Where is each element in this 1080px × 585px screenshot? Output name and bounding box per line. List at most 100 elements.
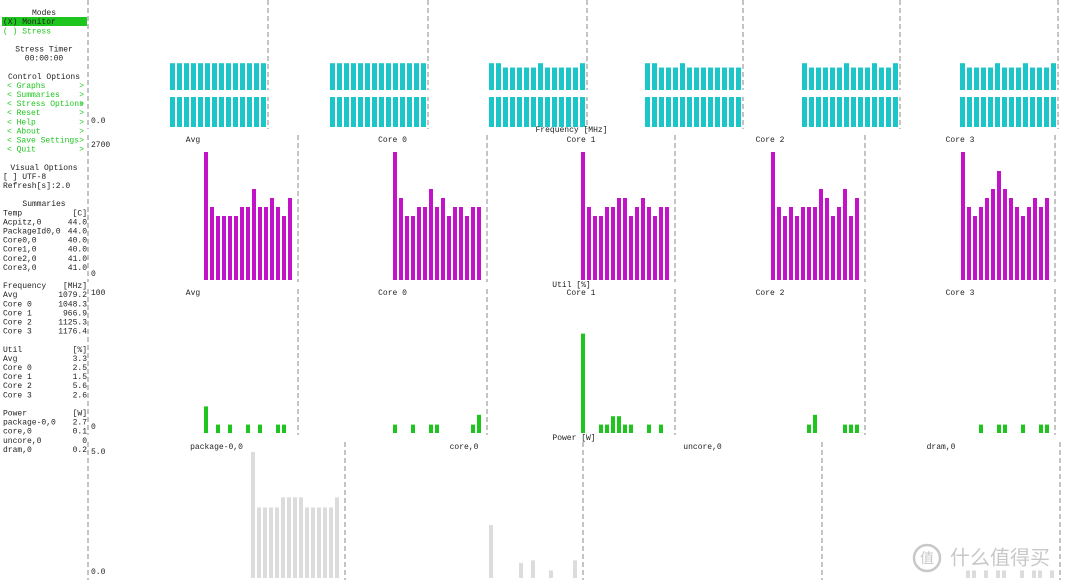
mode-option[interactable]: ( ) Stress (3, 27, 51, 36)
graph-bar (459, 207, 463, 280)
graph-title: Frequency [MHz] (535, 126, 607, 135)
control-button[interactable]: < Summaries (7, 91, 60, 100)
visual-option[interactable]: [ ] UTF-8 (3, 173, 46, 182)
summary-row-value: 2.7 (73, 419, 88, 428)
control-button[interactable]: < Stress Options (7, 100, 84, 109)
graph-bar (966, 570, 970, 578)
summary-row-value: 3.3 (73, 355, 88, 364)
graph-bar (216, 216, 220, 280)
mode-option[interactable]: (X) Monitor (3, 18, 56, 27)
graph-bar (531, 560, 535, 578)
graph-bar (246, 207, 250, 280)
graph-bar (471, 424, 475, 433)
summary-section-name: Power (3, 410, 27, 419)
graph-bar (210, 207, 214, 280)
graph-bar (204, 152, 208, 280)
stress-timer-title: Stress Timer (15, 46, 73, 55)
graph-bar (435, 207, 439, 280)
control-button[interactable]: < About (7, 127, 41, 136)
summary-row-name: Core 2 (3, 382, 32, 391)
control-button-arrow[interactable]: > (79, 127, 84, 136)
graph-bar (813, 207, 817, 280)
graph-bar (593, 216, 597, 280)
graph-bar (1032, 570, 1036, 578)
graph-bar (405, 216, 409, 280)
summary-row-name: Core 0 (3, 364, 32, 373)
graph-bar (837, 67, 842, 127)
graph-bar (985, 198, 989, 280)
control-button[interactable]: < Reset (7, 109, 41, 118)
graph-bar (573, 560, 577, 578)
graph-bar (617, 416, 621, 433)
graph-bar (282, 424, 286, 433)
control-options-title: Control Options (8, 73, 80, 82)
control-button-arrow[interactable]: > (79, 137, 84, 146)
summary-row-name: core,0 (3, 428, 32, 437)
panel-label: package-0,0 (190, 443, 243, 452)
graph-bar (246, 424, 250, 433)
visual-option[interactable]: Refresh[s]:2.0 (3, 182, 70, 191)
graph-bar (611, 416, 615, 433)
graph-bar (1039, 424, 1043, 433)
graph-bar (1020, 570, 1024, 578)
control-button-arrow[interactable]: > (79, 91, 84, 100)
graph-bar (270, 198, 274, 280)
graph-bar (659, 424, 663, 433)
summary-row-name: Core0,0 (3, 237, 37, 246)
control-button-arrow[interactable]: > (79, 109, 84, 118)
graph-bar (831, 216, 835, 280)
graph-bar (855, 198, 859, 280)
y-axis-label: 0 (91, 423, 96, 432)
graph-bar (549, 570, 553, 578)
graph-bar (1027, 207, 1031, 280)
graph-bar (879, 67, 884, 127)
graph-bar (1039, 207, 1043, 280)
graph-bar (629, 216, 633, 280)
graph-bar (653, 216, 657, 280)
summary-row-value: 40.0 (68, 237, 87, 246)
graph-bar (573, 67, 578, 127)
control-button-arrow[interactable]: > (79, 118, 84, 127)
graph-bar (795, 216, 799, 280)
graph-bar (317, 507, 321, 578)
control-button-arrow[interactable]: > (79, 100, 84, 109)
graph-bar (789, 207, 793, 280)
graph-bar (311, 507, 315, 578)
y-axis-label: 100 (91, 289, 106, 298)
summary-row-value: 966.9 (63, 309, 87, 318)
graph-bar (849, 216, 853, 280)
panel-label: Core 0 (378, 136, 407, 145)
graph-bar (429, 424, 433, 433)
graph-bar (503, 67, 508, 127)
graph-bar (517, 67, 522, 127)
control-button[interactable]: < Quit (7, 146, 36, 155)
graph-bar (807, 424, 811, 433)
control-button-arrow[interactable]: > (79, 82, 84, 91)
graph-bar (996, 570, 1000, 578)
graph-bar (429, 189, 433, 280)
summary-row-value: 1048.3 (58, 300, 87, 309)
graph-bar (979, 424, 983, 433)
graph-bar (1015, 207, 1019, 280)
panel-label: core,0 (450, 443, 479, 452)
control-button[interactable]: < Graphs (7, 82, 46, 91)
graph-bar (687, 67, 692, 127)
graph-bar (771, 152, 775, 280)
control-button-arrow[interactable]: > (79, 146, 84, 155)
control-button[interactable]: < Help (7, 118, 36, 127)
summary-section-name: Frequency (3, 282, 46, 291)
graph-bar (981, 67, 986, 127)
graph-bar (393, 424, 397, 433)
graph-bar (1016, 67, 1021, 127)
graph-bar (783, 216, 787, 280)
graph-bar (545, 67, 550, 127)
graph-bar (605, 424, 609, 433)
char-row-gap (90, 90, 1060, 97)
graph-bar (510, 67, 515, 127)
graph-bar (257, 507, 261, 578)
summary-row-name: Core 1 (3, 373, 32, 382)
graph-bar (1045, 198, 1049, 280)
graph-bar (1003, 424, 1007, 433)
control-button[interactable]: < Save Settings (7, 137, 79, 146)
summary-row-value: 2.6 (73, 391, 88, 400)
